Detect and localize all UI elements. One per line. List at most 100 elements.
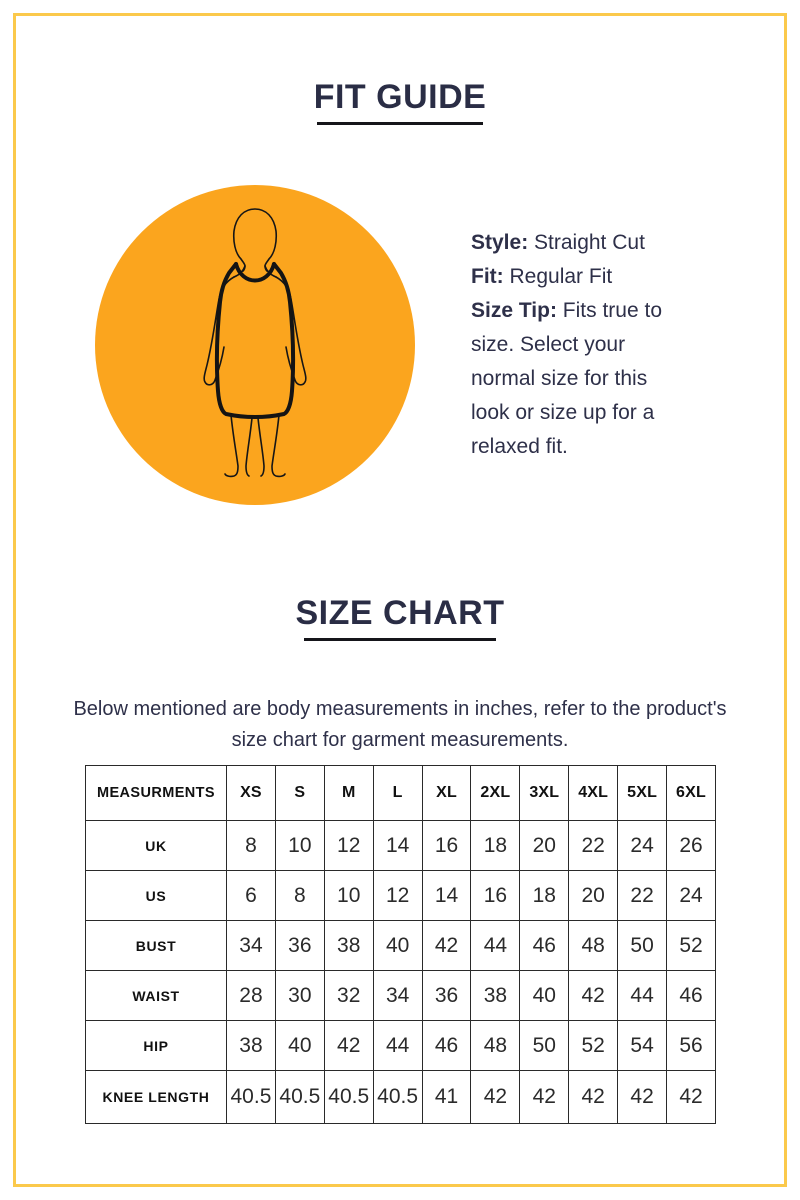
measurement-cell: 10 (323, 870, 374, 921)
measurement-cell: 54 (617, 1020, 668, 1071)
table-row-waist: WAIST 28 30 32 34 36 38 40 42 44 46 (85, 970, 716, 1021)
measurement-cell: 52 (666, 920, 716, 971)
measurement-cell: 36 (274, 920, 325, 971)
measurement-cell: 40 (274, 1020, 325, 1071)
measurement-cell: 18 (519, 870, 570, 921)
measurement-cell: 36 (421, 970, 472, 1021)
row-label: UK (85, 820, 227, 871)
measurement-cell: 44 (470, 920, 521, 971)
fit-detail-line: Fit: Regular Fit (471, 260, 691, 294)
size-chart-description: Below mentioned are body measurements in… (73, 698, 727, 751)
fit-detail-label: Fit: (471, 265, 504, 288)
measurement-cell: 38 (226, 1020, 276, 1071)
measurement-cell: 14 (372, 820, 423, 871)
measurement-cell: 44 (372, 1020, 423, 1071)
row-label: HIP (85, 1020, 227, 1071)
fit-guide-section: Style: Straight Cut Fit: Regular Fit Size … (95, 185, 707, 505)
table-row-uk: UK 8 10 12 14 16 18 20 22 24 26 (85, 820, 716, 871)
table-header-row: MEASURMENTS XS S M L XL 2XL 3XL 4XL 5XL 6XL (85, 765, 716, 821)
fit-guide-title: FIT GUIDE (313, 78, 487, 116)
measurement-cell: 24 (617, 820, 668, 871)
measurement-cell: 20 (519, 820, 570, 871)
measurement-cell: 44 (617, 970, 668, 1021)
measurement-cell: 18 (470, 820, 521, 871)
dress-outline (214, 262, 296, 419)
measurement-cell: 46 (421, 1020, 472, 1071)
fit-detail-label: Style: (471, 231, 529, 254)
measurement-cell: 50 (519, 1020, 570, 1071)
column-header-2xl: 2XL (470, 765, 521, 821)
measurement-cell: 40.5 (372, 1070, 423, 1124)
fit-detail-value: Fits true to size. Select your normal si… (471, 299, 662, 458)
measurement-cell: 42 (617, 1070, 668, 1124)
fit-detail-line: Size Tip: Fits true to size. Select your… (471, 294, 691, 464)
measurement-cell: 10 (274, 820, 325, 871)
row-label: WAIST (85, 970, 227, 1021)
orange-circle-background (95, 185, 415, 505)
measurement-cell: 42 (323, 1020, 374, 1071)
measurement-cell: 40 (372, 920, 423, 971)
measurement-cell: 48 (568, 920, 619, 971)
measurement-cell: 16 (470, 870, 521, 921)
fit-details-text: Style: Straight Cut Fit: Regular Fit Size … (471, 226, 691, 464)
size-chart-title-underline (304, 638, 496, 641)
column-header-xs: XS (226, 765, 276, 821)
measurement-cell: 34 (226, 920, 276, 971)
fit-detail-value: Regular Fit (503, 265, 613, 288)
measurement-cell: 34 (372, 970, 423, 1021)
size-chart-table: MEASURMENTS XS S M L XL 2XL 3XL 4XL 5XL 6XL UK 8 10 12… (85, 765, 716, 1124)
column-header-m: M (323, 765, 374, 821)
measurement-cell: 46 (666, 970, 716, 1021)
column-header-3xl: 3XL (519, 765, 570, 821)
table-row-knee-length: KNEE LENGTH 40.5 40.5 40.5 40.5 41 42 42 42 42 42 (85, 1070, 716, 1124)
table-row-us: US 6 8 10 12 14 16 18 20 22 24 (85, 870, 716, 921)
measurement-cell: 26 (666, 820, 716, 871)
measurement-cell: 38 (470, 970, 521, 1021)
measurement-cell: 42 (421, 920, 472, 971)
row-label: BUST (85, 920, 227, 971)
measurement-cell: 6 (226, 870, 276, 921)
fit-guide-title-underline (317, 122, 483, 125)
measurement-cell: 12 (372, 870, 423, 921)
measurement-cell: 12 (323, 820, 374, 871)
measurement-cell: 52 (568, 1020, 619, 1071)
fit-detail-label: Size Tip: (471, 299, 557, 322)
size-chart-table-container: MEASURMENTS XS S M L XL 2XL 3XL 4XL 5XL 6XL UK 8 10 12… (85, 765, 716, 1124)
row-label: US (85, 870, 227, 921)
measurement-cell: 20 (568, 870, 619, 921)
row-label: KNEE LENGTH (85, 1070, 227, 1124)
measurement-cell: 56 (666, 1020, 716, 1071)
measurement-cell: 14 (421, 870, 472, 921)
measurement-cell: 42 (666, 1070, 716, 1124)
measurement-cell: 42 (568, 1070, 619, 1124)
measurement-cell: 42 (568, 970, 619, 1021)
fit-detail-value: Straight Cut (528, 231, 645, 254)
measurement-cell: 50 (617, 920, 668, 971)
measurement-cell: 38 (323, 920, 374, 971)
measurement-cell: 40.5 (226, 1070, 276, 1124)
measurement-cell: 22 (568, 820, 619, 871)
measurement-cell: 22 (617, 870, 668, 921)
column-header-5xl: 5XL (617, 765, 668, 821)
measurement-cell: 41 (421, 1070, 472, 1124)
measurement-cell: 8 (226, 820, 276, 871)
measurement-cell: 8 (274, 870, 325, 921)
measurement-cell: 46 (519, 920, 570, 971)
table-row-hip: HIP 38 40 42 44 46 48 50 52 54 56 (85, 1020, 716, 1071)
measurement-cell: 42 (470, 1070, 521, 1124)
measurement-cell: 40.5 (274, 1070, 325, 1124)
measurement-cell: 30 (274, 970, 325, 1021)
measurement-cell: 24 (666, 870, 716, 921)
column-header-xl: XL (421, 765, 472, 821)
fit-illustration (95, 185, 415, 505)
measurement-cell: 48 (470, 1020, 521, 1071)
measurement-cell: 40.5 (323, 1070, 374, 1124)
column-header-6xl: 6XL (666, 765, 716, 821)
column-header-4xl: 4XL (568, 765, 619, 821)
column-header-measurments: MEASURMENTS (85, 765, 227, 821)
measurement-cell: 16 (421, 820, 472, 871)
measurement-cell: 42 (519, 1070, 570, 1124)
measurement-cell: 40 (519, 970, 570, 1021)
size-chart-title: SIZE CHART (295, 594, 505, 632)
column-header-s: S (274, 765, 325, 821)
